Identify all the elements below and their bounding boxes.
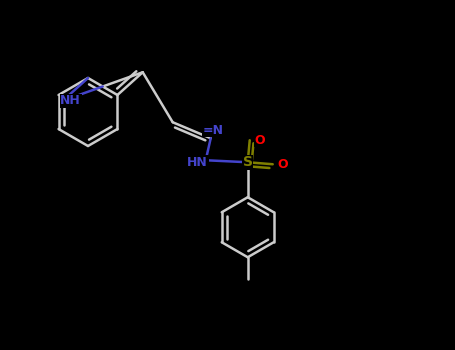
Text: O: O (254, 134, 265, 147)
Text: =N: =N (202, 124, 223, 137)
Text: HN: HN (187, 156, 208, 169)
Text: NH: NH (61, 94, 81, 107)
Text: O: O (278, 158, 288, 171)
Text: S: S (243, 155, 253, 169)
